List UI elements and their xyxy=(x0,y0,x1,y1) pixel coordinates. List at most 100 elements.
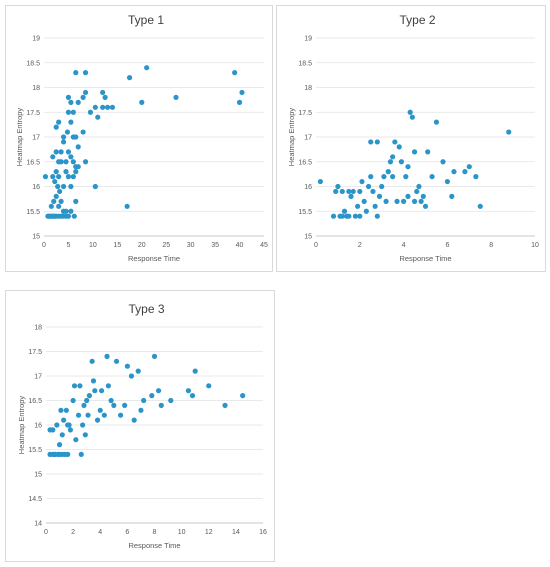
y-tick-label: 19 xyxy=(304,36,312,43)
data-point xyxy=(368,174,374,180)
data-point xyxy=(65,94,72,100)
data-point xyxy=(53,193,59,199)
y-tick-label: 15.5 xyxy=(28,447,42,454)
data-point xyxy=(105,383,111,389)
x-tick-label: 20 xyxy=(138,242,146,249)
data-point xyxy=(387,159,394,165)
data-point xyxy=(346,188,352,195)
data-point xyxy=(350,188,356,195)
data-point xyxy=(99,388,105,394)
data-point xyxy=(50,174,56,180)
data-point xyxy=(317,178,323,185)
y-tick-label: 15 xyxy=(304,234,312,241)
data-point xyxy=(451,169,457,175)
data-point xyxy=(185,388,192,394)
x-tick-label: 15 xyxy=(113,242,121,249)
data-point xyxy=(53,169,59,175)
data-point xyxy=(57,188,63,195)
data-point xyxy=(357,213,363,219)
data-point xyxy=(102,94,108,100)
scatter-chart-type-3: Type 3 14 14.5 15 15.5 16 16.5 17 17.5 18 0 2 4 6 8 10 1… xyxy=(17,302,267,550)
data-point xyxy=(70,109,76,115)
data-point xyxy=(75,144,81,150)
data-point xyxy=(420,193,426,199)
scatter-chart-type-1: Type 1 15 15.5 16 16.5 17 17.5 18 18.5 19 0 5 10 15 20… xyxy=(15,13,268,263)
data-point xyxy=(374,213,380,219)
x-axis-label: Response Time xyxy=(128,254,180,263)
data-point xyxy=(53,149,59,155)
data-point xyxy=(396,144,402,150)
data-point xyxy=(71,213,77,219)
data-point xyxy=(462,169,468,175)
data-point xyxy=(141,397,147,404)
data-point xyxy=(73,169,79,175)
x-tick-label: 30 xyxy=(187,242,195,249)
data-point xyxy=(108,397,114,404)
x-tick-label: 8 xyxy=(489,242,493,249)
y-axis-label: Heatmap Entropy xyxy=(17,396,26,455)
data-point xyxy=(138,407,144,413)
data-point xyxy=(418,198,424,204)
y-tick-label: 18 xyxy=(32,85,40,92)
y-tick-label: 17 xyxy=(34,374,42,381)
data-point xyxy=(239,89,245,96)
x-tick-label: 6 xyxy=(445,242,449,249)
y-tick-label: 16 xyxy=(34,423,42,430)
data-point xyxy=(385,169,391,175)
data-point xyxy=(506,129,512,135)
data-point xyxy=(90,378,97,384)
data-point xyxy=(56,442,63,448)
x-tick-label: 25 xyxy=(162,242,170,249)
data-point xyxy=(341,208,348,214)
y-tick-label: 15 xyxy=(34,472,42,479)
data-point xyxy=(80,94,86,100)
x-tick-label: 2 xyxy=(358,242,362,249)
data-point xyxy=(82,70,89,76)
data-point xyxy=(59,432,65,438)
data-point xyxy=(58,198,64,204)
data-point xyxy=(414,188,420,195)
data-point xyxy=(94,417,101,423)
x-tick-label: 5 xyxy=(66,242,70,249)
data-point xyxy=(346,213,352,219)
data-point xyxy=(365,183,372,190)
data-point xyxy=(78,451,84,457)
data-point xyxy=(403,174,409,180)
x-tick-label: 0 xyxy=(44,529,48,536)
data-point xyxy=(51,198,57,204)
data-point xyxy=(173,94,179,100)
data-point xyxy=(73,70,79,76)
data-point xyxy=(333,188,339,195)
data-point xyxy=(405,164,411,170)
data-point xyxy=(398,159,405,165)
data-point xyxy=(370,188,376,195)
data-point xyxy=(95,114,101,120)
data-point xyxy=(60,139,67,145)
data-point xyxy=(357,188,363,195)
x-tick-label: 10 xyxy=(89,242,97,249)
data-point xyxy=(192,368,198,374)
x-tick-label: 14 xyxy=(232,529,240,536)
data-point xyxy=(407,109,413,115)
data-point xyxy=(63,407,69,413)
data-point xyxy=(81,402,87,408)
data-point xyxy=(189,393,196,399)
x-tick-label: 40 xyxy=(236,242,244,249)
data-point xyxy=(411,149,418,155)
y-tick-label: 17 xyxy=(32,135,40,142)
data-point xyxy=(104,104,111,110)
data-point xyxy=(56,174,62,180)
data-point xyxy=(100,89,106,96)
data-point xyxy=(55,183,61,190)
data-point xyxy=(92,388,98,394)
data-point xyxy=(429,174,435,180)
data-point xyxy=(68,208,74,214)
y-tick-label: 17.5 xyxy=(28,349,42,356)
data-point xyxy=(82,89,89,96)
data-point xyxy=(65,451,71,457)
data-point xyxy=(352,213,359,219)
data-point xyxy=(42,174,49,180)
x-tick-label: 10 xyxy=(531,242,539,249)
y-axis-label: Heatmap Entropy xyxy=(287,108,296,167)
x-axis-label: Response Time xyxy=(128,541,180,550)
